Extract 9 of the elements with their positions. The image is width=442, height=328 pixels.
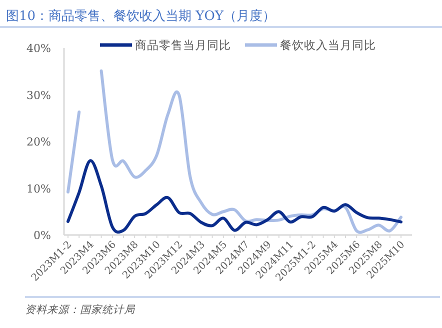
y-tick-label: 20% <box>26 136 51 148</box>
y-tick-label: 40% <box>26 42 51 55</box>
chart-title: 图10：商品零售、餐饮收入当期 YOY（月度） <box>6 8 276 24</box>
legend-label: 商品零售当月同比 <box>135 38 231 52</box>
y-tick-label: 30% <box>26 88 51 102</box>
legend-label: 餐饮收入当月同比 <box>280 38 376 52</box>
y-tick-label: 10% <box>26 182 51 196</box>
text: 资料来源：国家统计局 <box>25 304 136 316</box>
y-tick-label: 0% <box>34 229 51 242</box>
